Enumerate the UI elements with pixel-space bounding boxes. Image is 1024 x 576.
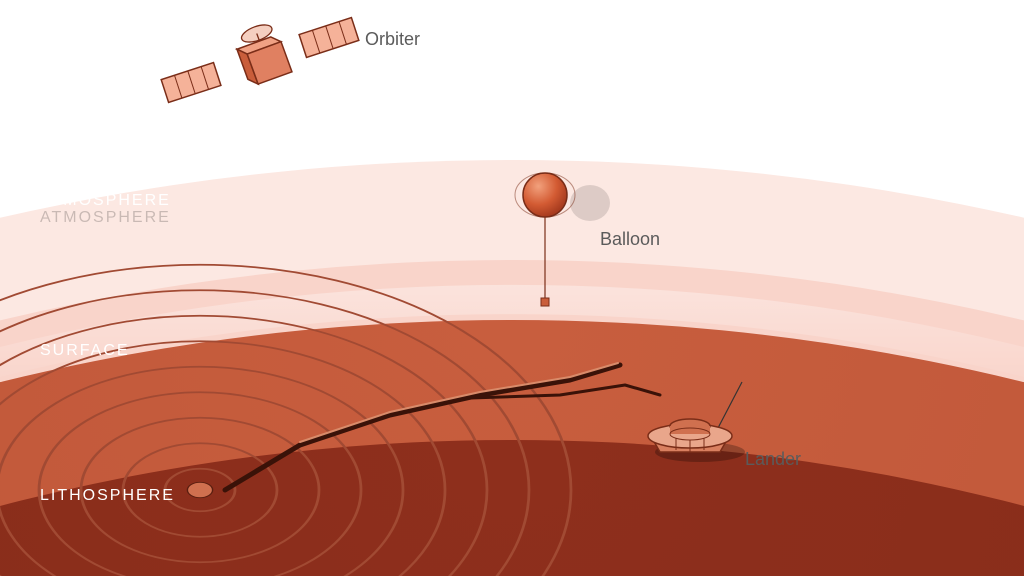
lithosphere-label: LITHOSPHERE	[40, 487, 175, 504]
planetary-mission-diagram: ATMOSPHERE ATMOSPHERE SURFACE LITHOSPHER…	[0, 0, 1024, 576]
lander-label: Lander	[745, 449, 801, 469]
surface-label: SURFACE	[40, 342, 130, 359]
balloon-shadow	[570, 185, 610, 221]
balloon-label: Balloon	[600, 229, 660, 249]
orbiter-label: Orbiter	[365, 29, 420, 49]
orbiter	[154, 0, 361, 115]
seismic-epicenter	[187, 482, 212, 497]
atmosphere-label: ATMOSPHERE	[40, 192, 171, 209]
atmosphere-label-shadow: ATMOSPHERE	[40, 209, 171, 226]
